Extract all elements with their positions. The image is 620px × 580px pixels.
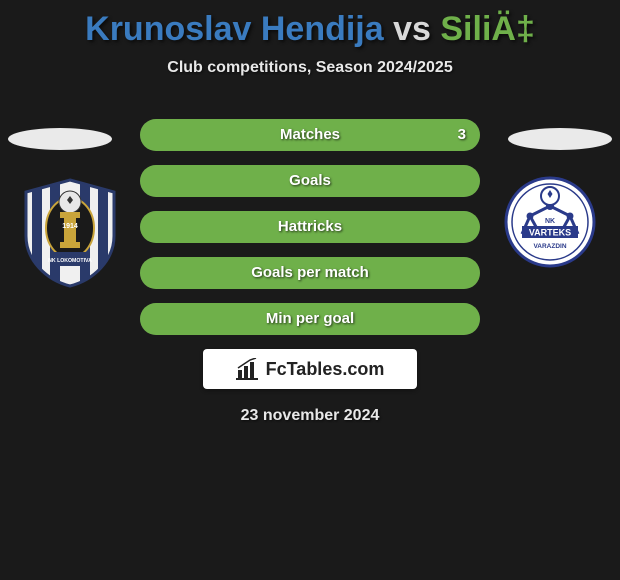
stat-label: Goals (140, 165, 480, 197)
stat-label: Hattricks (140, 211, 480, 243)
svg-text:1914: 1914 (62, 223, 78, 230)
club-badge-left: 1914 NK LOKOMOTIVA (20, 178, 120, 288)
branding-box: FcTables.com (203, 349, 417, 389)
page-title: Krunoslav Hendija vs SiliÄ‡ (0, 0, 620, 49)
stat-row-goals-per-match: Goals per match (140, 257, 480, 289)
stat-label: Matches (140, 119, 480, 151)
stat-label: Goals per match (140, 257, 480, 289)
svg-text:NK: NK (545, 218, 555, 225)
subtitle: Club competitions, Season 2024/2025 (0, 59, 620, 77)
stat-row-hattricks: Hattricks (140, 211, 480, 243)
club-badge-right: NK VARTEKS VARAZDIN (500, 176, 600, 268)
brand-text: FcTables.com (266, 359, 385, 380)
brand-chart-icon (236, 358, 262, 380)
stat-row-goals: Goals (140, 165, 480, 197)
stat-row-matches: Matches3 (140, 119, 480, 151)
svg-text:VARAZDIN: VARAZDIN (533, 243, 566, 250)
stats-bars: Matches3 Goals Hattricks Goals per match Min… (140, 119, 480, 335)
svg-text:VARTEKS: VARTEKS (529, 228, 571, 238)
stat-row-min-per-goal: Min per goal (140, 303, 480, 335)
stat-label: Min per goal (140, 303, 480, 335)
player-photo-placeholder-right (508, 128, 612, 150)
date-text: 23 november 2024 (0, 407, 620, 425)
player-photo-placeholder-left (8, 128, 112, 150)
stat-value: 3 (458, 119, 466, 151)
svg-text:NK LOKOMOTIVA: NK LOKOMOTIVA (48, 258, 92, 264)
